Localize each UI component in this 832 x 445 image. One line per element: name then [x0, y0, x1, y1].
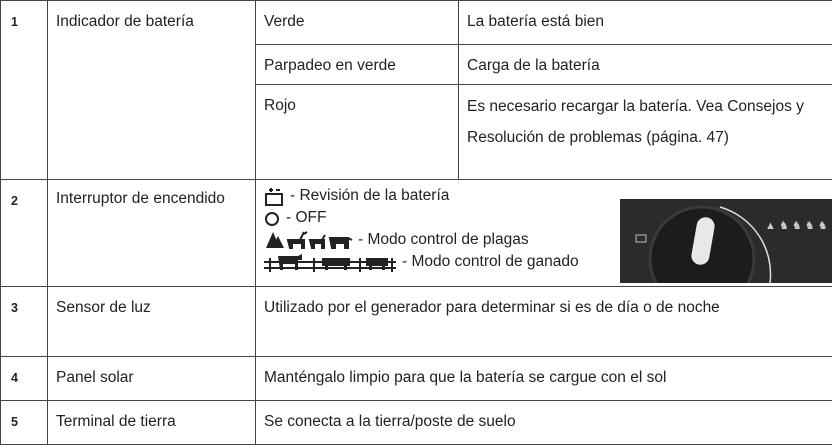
row-number: 2	[1, 180, 48, 287]
row-number: 1	[1, 1, 48, 180]
modes-cell: - Revisión de la batería - OFF - Modo co…	[256, 180, 832, 287]
state-description: Carga de la batería	[459, 45, 832, 85]
row-number: 5	[1, 401, 48, 445]
mode-text: - Modo control de plagas	[358, 229, 529, 251]
row-label: Panel solar	[48, 357, 256, 401]
row-label: Indicador de batería	[48, 1, 256, 180]
state-color: Rojo	[256, 85, 459, 180]
row-number: 4	[1, 357, 48, 401]
row-description: Utilizado por el generador para determin…	[256, 287, 832, 357]
state-color: Parpadeo en verde	[256, 45, 459, 85]
state-color: Verde	[256, 1, 459, 45]
row-number: 3	[1, 287, 48, 357]
table-row: 3 Sensor de luz Utilizado por el generad…	[1, 287, 832, 357]
battery-icon	[264, 186, 286, 206]
table-row: 2 Interruptor de encendido - Revisión de…	[1, 180, 832, 287]
row-label: Terminal de tierra	[48, 401, 256, 445]
switch-photo: ▲ ♞ ♞ ♞ ♞	[620, 199, 832, 283]
svg-text:▲ ♞ ♞ ♞ ♞: ▲ ♞ ♞ ♞ ♞	[765, 220, 828, 232]
page: {"table": {"rows": [ {"number": "1", "la…	[0, 0, 832, 436]
livestock-icon	[264, 252, 398, 272]
mode-text: - Revisión de la batería	[290, 185, 449, 207]
table-row: 1 Indicador de batería Verde La batería …	[1, 1, 832, 45]
table-row: 5 Terminal de tierra Se conecta a la tie…	[1, 401, 832, 445]
row-description: Se conecta a la tierra/poste de suelo	[256, 401, 832, 445]
mode-text: - OFF	[286, 207, 326, 229]
state-description: La batería está bien	[459, 1, 832, 45]
row-description: Manténgalo limpio para que la batería se…	[256, 357, 832, 401]
mode-text: - Modo control de ganado	[402, 251, 579, 273]
table-row: 4 Panel solar Manténgalo limpio para que…	[1, 357, 832, 401]
row-label: Sensor de luz	[48, 287, 256, 357]
off-icon	[264, 209, 282, 227]
row-label: Interruptor de encendido	[48, 180, 256, 287]
state-description: Es necesario recargar la batería. Vea Co…	[459, 85, 832, 180]
pest-icon	[264, 230, 354, 250]
